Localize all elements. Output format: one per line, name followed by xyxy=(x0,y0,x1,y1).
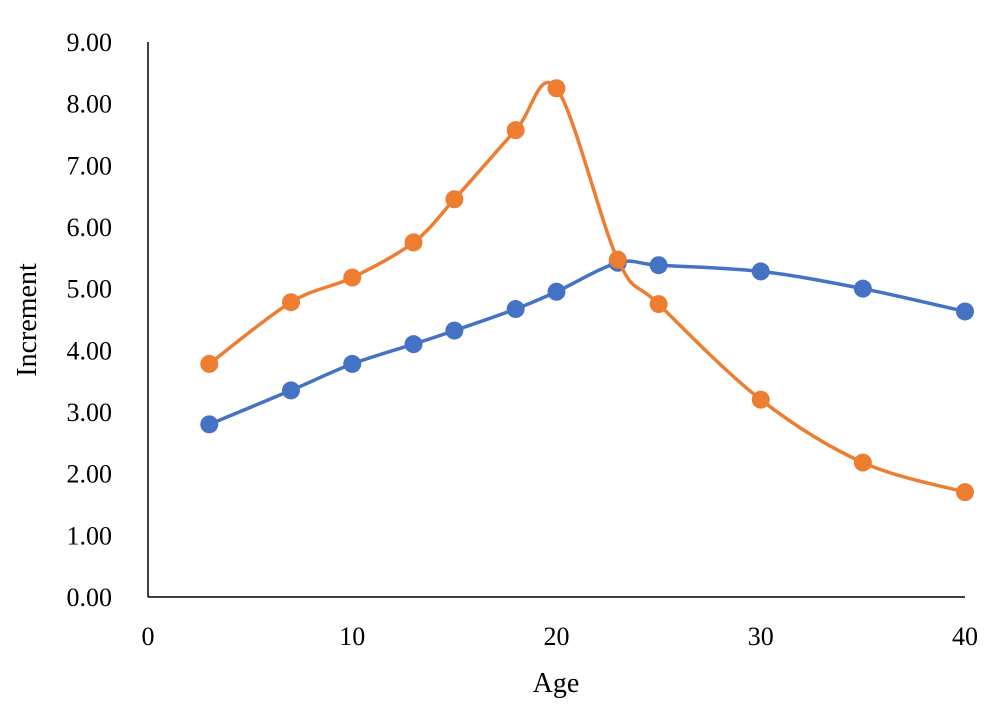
data-point xyxy=(649,295,668,314)
y-tick-labels: 0.00 1.00 2.00 3.00 4.00 5.00 6.00 7.00 8.00 9.00 xyxy=(67,28,113,612)
data-point xyxy=(200,354,219,373)
data-point xyxy=(200,415,219,434)
data-point xyxy=(343,268,362,287)
y-tick-label: 5.00 xyxy=(67,275,113,304)
y-tick-label: 7.00 xyxy=(67,151,113,180)
data-point xyxy=(404,233,423,252)
data-point xyxy=(956,483,974,502)
series-layer xyxy=(200,79,974,502)
y-axis-title: Increment xyxy=(12,263,43,377)
x-tick-label: 10 xyxy=(339,622,365,651)
series-2 xyxy=(200,79,974,502)
data-point xyxy=(445,190,464,209)
data-point xyxy=(445,321,464,340)
y-tick-label: 9.00 xyxy=(67,28,113,57)
data-point xyxy=(608,250,627,269)
y-tick-label: 8.00 xyxy=(67,90,113,119)
axes xyxy=(147,42,965,598)
data-point xyxy=(404,335,423,354)
x-axis-title: Age xyxy=(533,668,580,699)
data-point xyxy=(853,279,872,298)
x-tick-label: 40 xyxy=(952,622,978,651)
y-tick-label: 4.00 xyxy=(67,336,113,365)
x-tick-label: 20 xyxy=(544,622,570,651)
y-tick-label: 2.00 xyxy=(67,460,113,489)
series-line xyxy=(208,259,966,426)
y-tick-label: 1.00 xyxy=(67,521,113,550)
data-point xyxy=(649,256,668,275)
x-tick-label: 30 xyxy=(748,622,774,651)
data-point xyxy=(281,293,300,312)
y-tick-label: 6.00 xyxy=(67,213,113,242)
x-tick-label: 0 xyxy=(142,622,155,651)
y-tick-label: 3.00 xyxy=(67,398,113,427)
data-point xyxy=(853,453,872,472)
y-tick-label: 0.00 xyxy=(67,583,113,612)
series-1 xyxy=(200,253,974,434)
data-point xyxy=(956,302,974,321)
x-tick-labels: 0 10 20 30 40 xyxy=(142,622,979,651)
data-point xyxy=(506,121,525,140)
data-point xyxy=(751,390,770,409)
data-point xyxy=(506,300,525,319)
data-point xyxy=(281,381,300,400)
data-point xyxy=(343,354,362,373)
data-point xyxy=(547,282,566,301)
data-point xyxy=(751,262,770,281)
data-point xyxy=(547,79,566,98)
